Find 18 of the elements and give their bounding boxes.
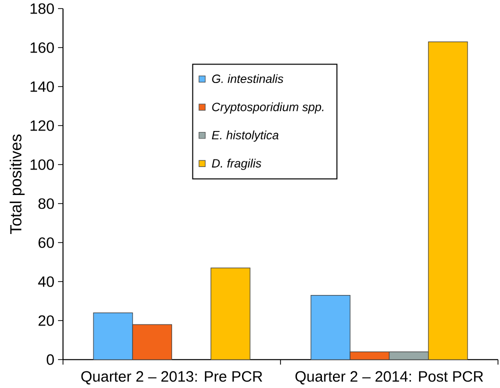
legend-label: G. intestinalis bbox=[212, 74, 284, 84]
x-tick-label: Quarter 2 – 2013: Pre PCR bbox=[81, 371, 262, 385]
y-tick-label: 160 bbox=[30, 42, 54, 54]
legend-label: Cryptosporidium spp. bbox=[212, 102, 324, 114]
y-tick-label: 40 bbox=[38, 276, 54, 288]
y-tick-label: 100 bbox=[30, 159, 54, 170]
y-tick-label: 120 bbox=[30, 120, 54, 132]
y-tick-label: 180 bbox=[30, 3, 54, 14]
y-axis-title: Total positives bbox=[10, 134, 25, 234]
y-tick-label: 20 bbox=[38, 315, 54, 326]
legend-label: D. fragilis bbox=[212, 158, 262, 170]
y-tick-label: 60 bbox=[38, 237, 54, 248]
bar bbox=[210, 268, 250, 360]
y-tick-label: 0 bbox=[46, 354, 54, 366]
x-tick-label: Quarter 2 – 2014: Post PCR bbox=[295, 371, 484, 385]
y-tick-label: 80 bbox=[38, 198, 54, 210]
y-tick-label: 140 bbox=[30, 81, 54, 92]
legend-label: E. histolytica bbox=[212, 130, 278, 142]
